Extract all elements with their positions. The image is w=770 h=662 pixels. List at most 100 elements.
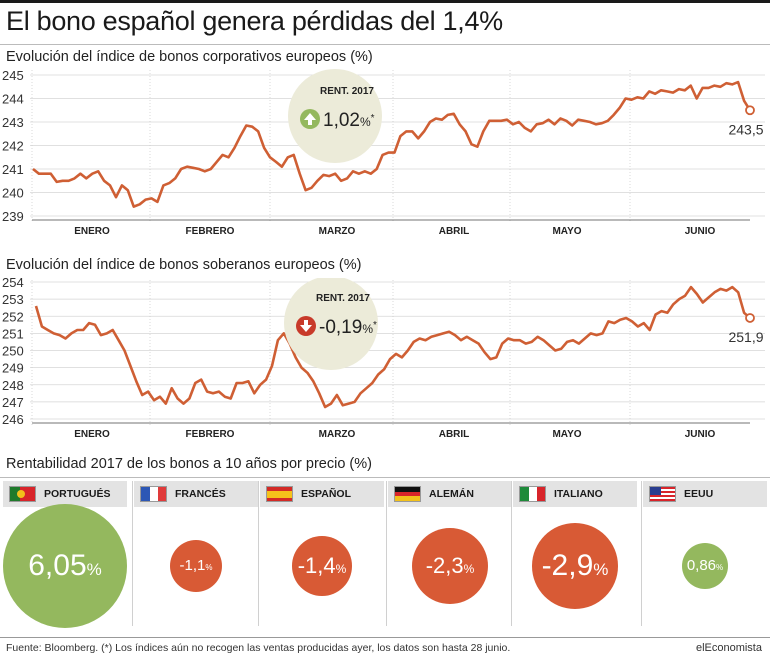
chart1-ytick-label: 244 bbox=[2, 92, 24, 107]
bubble-unit-label: % bbox=[463, 561, 475, 576]
chart1-last-point bbox=[745, 105, 755, 116]
bubble-value-label: 6,05 bbox=[28, 549, 87, 582]
title-rule bbox=[0, 44, 770, 45]
chart1-title: Evolución del índice de bonos corporativ… bbox=[6, 49, 373, 65]
chart2-sovereign-bonds: 246 247 248 249 250 251 252 253 254 ENERO FEBRERO M… bbox=[2, 278, 765, 440]
value-bubble: -1,1% bbox=[169, 539, 223, 593]
chart2-ytick-label: 253 bbox=[2, 292, 24, 307]
chart1-ytick-label: 245 bbox=[2, 68, 24, 83]
chart1-ytick-label: 243 bbox=[2, 115, 24, 130]
value-bubble: -2,9% bbox=[532, 523, 618, 609]
column-divider bbox=[641, 481, 642, 626]
chart2-month-label: ENERO bbox=[74, 429, 110, 440]
chart2-month-label: FEBRERO bbox=[186, 429, 235, 440]
value-bubble: -1,4% bbox=[292, 536, 352, 596]
country-label: ITALIANO bbox=[554, 488, 603, 500]
chart2-badge-label: RENT. 2017 bbox=[316, 293, 370, 304]
bubbles-rule bbox=[0, 477, 770, 478]
chart1-series-line bbox=[32, 80, 752, 208]
usa-flag-icon bbox=[649, 486, 676, 502]
chart1-badge-value: 1,02%* bbox=[323, 110, 375, 131]
bubble-unit-label: % bbox=[335, 561, 347, 576]
bubble-value-label: -1,4 bbox=[297, 552, 336, 578]
france-flag-icon bbox=[140, 486, 167, 502]
chart2-arrow-glyph bbox=[300, 320, 312, 332]
chart1-month-label: ENERO bbox=[74, 226, 110, 237]
chart2-month-label: MAYO bbox=[552, 429, 581, 440]
bubble-value-label: -1,1 bbox=[179, 557, 206, 575]
column-divider bbox=[386, 481, 387, 626]
bubble-unit-label: % bbox=[593, 559, 609, 579]
chart1-badge-label: RENT. 2017 bbox=[320, 86, 374, 97]
column-divider bbox=[258, 481, 259, 626]
chart1-ytick-label: 239 bbox=[2, 209, 24, 224]
bubble-unit-label: % bbox=[716, 563, 724, 573]
bubble-cell: 6,05% bbox=[3, 504, 127, 628]
country-label: ESPAÑOL bbox=[301, 488, 351, 500]
bubble-column-header: ITALIANO bbox=[513, 481, 637, 507]
chart2-ytick-label: 247 bbox=[2, 395, 24, 410]
bubble-column: PORTUGUÉS 6,05% bbox=[3, 481, 127, 628]
italy-flag-icon bbox=[519, 486, 546, 502]
chart1-corporate-bonds: 239 240 241 242 243 244 245 ENERO FEBRERO MARZO AB… bbox=[2, 68, 765, 237]
chart2-badge-asterisk: * bbox=[373, 320, 377, 331]
chart2-ytick-label: 250 bbox=[2, 344, 24, 359]
bubble-cell: 0,86% bbox=[643, 507, 767, 626]
chart1-month-label: ABRIL bbox=[439, 226, 470, 237]
chart2-ytick-label: 254 bbox=[2, 278, 24, 290]
bubble-column: EEUU 0,86% bbox=[643, 481, 767, 626]
chart2-month-label: MARZO bbox=[319, 429, 356, 440]
chart1-badge-asterisk: * bbox=[371, 113, 375, 124]
bubble-value-label: -2,3 bbox=[425, 552, 464, 578]
bubble-column: FRANCÉS -1,1% bbox=[134, 481, 258, 626]
chart1-last-value-label: 243,5 bbox=[728, 121, 763, 137]
bubble-column: ESPAÑOL -1,4% bbox=[260, 481, 384, 626]
bubble-cell: -1,4% bbox=[260, 507, 384, 626]
chart2-badge-unit: % bbox=[362, 322, 373, 336]
chart1-month-label: MAYO bbox=[552, 226, 581, 237]
value-bubble: 6,05% bbox=[3, 504, 127, 628]
column-divider bbox=[511, 481, 512, 626]
chart1-month-label: FEBRERO bbox=[186, 226, 235, 237]
bubble-column-header: FRANCÉS bbox=[134, 481, 258, 507]
bubble-unit-label: % bbox=[86, 560, 102, 579]
bubble-cell: -2,3% bbox=[388, 507, 512, 626]
chart1-month-label: JUNIO bbox=[685, 226, 716, 237]
bubble-value-label: -2,9 bbox=[541, 548, 594, 582]
bubble-unit-label: % bbox=[205, 563, 213, 573]
value-bubble: -2,3% bbox=[411, 527, 489, 605]
chart1-arrow-glyph bbox=[304, 113, 316, 125]
chart2-series-line bbox=[34, 285, 751, 409]
page-title: El bono español genera pérdidas del 1,4% bbox=[6, 6, 503, 36]
chart1-return-badge bbox=[288, 69, 382, 163]
chart2-month-label: JUNIO bbox=[685, 429, 716, 440]
chart1-ytick-label: 240 bbox=[2, 186, 24, 201]
chart2-ytick-label: 248 bbox=[2, 378, 24, 393]
top-rule bbox=[0, 0, 770, 3]
bubble-column-header: ALEMÁN bbox=[388, 481, 512, 507]
chart2-ytick-label: 249 bbox=[2, 361, 24, 376]
value-bubble: 0,86% bbox=[681, 542, 729, 590]
bubbles-title: Rentabilidad 2017 de los bonos a 10 años… bbox=[6, 456, 372, 472]
chart2-ytick-label: 252 bbox=[2, 309, 24, 324]
brand-logo: elEconomista bbox=[695, 642, 762, 654]
chart1-ytick-label: 241 bbox=[2, 162, 24, 177]
source-note: Fuente: Bloomberg. (*) Los índices aún n… bbox=[6, 642, 511, 654]
chart2-title: Evolución del índice de bonos soberanos … bbox=[6, 257, 362, 273]
chart2-badge-value: -0,19%* bbox=[319, 317, 377, 338]
footer-rule bbox=[0, 637, 770, 638]
chart2-return-badge bbox=[284, 278, 378, 370]
bubble-column: ITALIANO -2,9% bbox=[513, 481, 637, 626]
chart1-ytick-label: 242 bbox=[2, 139, 24, 154]
chart2-ytick-label: 246 bbox=[2, 412, 24, 427]
bubble-column-header: PORTUGUÉS bbox=[3, 481, 127, 507]
chart2-last-point bbox=[745, 313, 755, 323]
chart2-ytick-label: 251 bbox=[2, 326, 24, 341]
country-label: EEUU bbox=[684, 488, 714, 500]
chart1-month-label: MARZO bbox=[319, 226, 356, 237]
bubble-column: ALEMÁN -2,3% bbox=[388, 481, 512, 626]
bubble-value-label: 0,86 bbox=[686, 557, 717, 575]
country-label: PORTUGUÉS bbox=[44, 488, 111, 500]
chart2-last-value-label: 251,9 bbox=[728, 329, 763, 345]
portugal-flag-icon bbox=[9, 486, 36, 502]
